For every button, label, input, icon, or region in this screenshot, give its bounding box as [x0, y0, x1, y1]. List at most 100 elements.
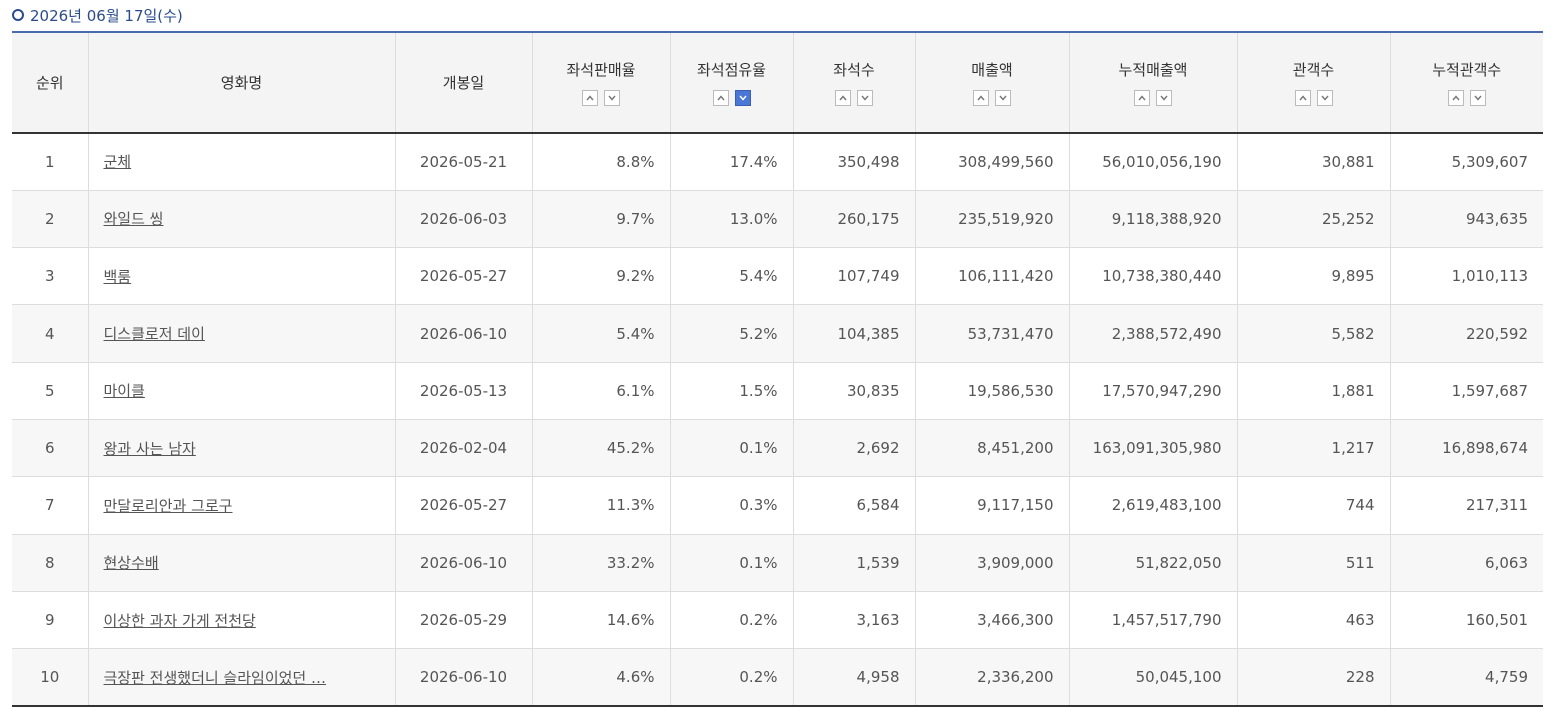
- cell: 3,909,000: [914, 533, 1069, 592]
- cell: 4,759: [1389, 648, 1543, 706]
- cell: 0.2%: [669, 590, 793, 649]
- movie-title-link[interactable]: 와일드 씽: [103, 210, 164, 229]
- cell: 2026-06-03: [394, 189, 532, 248]
- movie-title-link[interactable]: 군체: [103, 153, 132, 172]
- sort-asc-button[interactable]: [973, 90, 989, 106]
- sort-buttons: [1391, 90, 1544, 106]
- table-row: 3 백룸 2026-05-27 9.2% 5.4% 107,749 106,111,420 1…: [12, 247, 1543, 305]
- column-label: 순위: [35, 74, 64, 92]
- cell: 107,749: [792, 247, 915, 305]
- sort-asc-button[interactable]: [835, 90, 851, 106]
- cell: 왕과 사는 남자: [87, 418, 395, 477]
- table-row: 4 디스클로저 데이 2026-06-10 5.4% 5.2% 104,385 53,731…: [12, 304, 1543, 363]
- cell: 1.5%: [669, 361, 793, 420]
- cell: 2026-02-04: [394, 418, 532, 477]
- cell: 만달로리안과 그로구: [87, 476, 395, 535]
- column-header: 누적관객수: [1389, 32, 1544, 133]
- cell: 220,592: [1389, 304, 1543, 363]
- sort-desc-button[interactable]: [604, 90, 620, 106]
- rank-cell: 3: [12, 247, 88, 305]
- cell: 5,582: [1236, 304, 1390, 363]
- cell: 16,898,674: [1389, 418, 1543, 477]
- header-row: 순위 영화명 개봉일 좌석판매율 좌석점유율 좌석수 매출액 누적매출액 관객수 누적관객수: [12, 32, 1543, 133]
- cell: 2026-05-21: [394, 132, 532, 191]
- cell: 104,385: [792, 304, 915, 363]
- movie-title-link[interactable]: 마이클: [103, 382, 145, 401]
- cell: 13.0%: [669, 189, 793, 248]
- cell: 2026-06-10: [394, 533, 532, 592]
- sort-desc-button[interactable]: [1316, 90, 1333, 106]
- table-row: 1 군체 2026-05-21 8.8% 17.4% 350,498 308,499,560…: [12, 132, 1543, 191]
- sort-asc-button[interactable]: [1294, 90, 1311, 106]
- cell: 2,619,483,100: [1068, 476, 1237, 535]
- rank-cell: 5: [12, 361, 88, 420]
- column-header: 좌석판매율: [531, 32, 670, 133]
- column-label: 좌석점유율: [696, 61, 766, 79]
- movie-title-link[interactable]: 만달로리안과 그로구: [103, 496, 233, 515]
- cell: 이상한 과자 가게 전천당: [87, 590, 395, 649]
- cell: 9.2%: [531, 247, 670, 305]
- movie-title-link[interactable]: 현상수배: [103, 554, 159, 573]
- cell: 9,895: [1236, 247, 1390, 305]
- sort-buttons: [533, 90, 670, 106]
- rank-cell: 9: [12, 590, 88, 649]
- sort-asc-button[interactable]: [712, 90, 729, 106]
- title-icon: [12, 9, 24, 21]
- cell: 와일드 씽: [87, 189, 395, 248]
- cell: 4,958: [792, 648, 915, 706]
- movie-title-link[interactable]: 디스클로저 데이: [103, 325, 205, 344]
- table-row: 2 와일드 씽 2026-06-03 9.7% 13.0% 260,175 235,519,…: [12, 189, 1543, 248]
- column-label: 누적관객수: [1432, 61, 1502, 79]
- cell: 9.7%: [531, 189, 670, 248]
- movie-title-link[interactable]: 왕과 사는 남자: [103, 439, 196, 458]
- cell: 8,451,200: [914, 418, 1069, 477]
- table-row: 8 현상수배 2026-06-10 33.2% 0.1% 1,539 3,909,000 51…: [12, 533, 1543, 592]
- cell: 0.3%: [669, 476, 793, 535]
- cell: 463: [1236, 590, 1390, 649]
- column-label: 좌석수: [833, 61, 875, 79]
- cell: 19,586,530: [914, 361, 1069, 420]
- cell: 163,091,305,980: [1068, 418, 1237, 477]
- movie-title-link[interactable]: 백룸: [103, 267, 132, 286]
- cell: 0.1%: [669, 418, 793, 477]
- cell: 2026-06-10: [394, 304, 532, 363]
- cell: 30,881: [1236, 132, 1390, 191]
- rank-cell: 4: [12, 304, 88, 363]
- cell: 1,597,687: [1389, 361, 1543, 420]
- sort-desc-button[interactable]: [734, 90, 751, 106]
- cell: 14.6%: [531, 590, 670, 649]
- cell: 50,045,100: [1068, 648, 1237, 706]
- cell: 6,584: [792, 476, 915, 535]
- sort-buttons: [794, 90, 915, 106]
- sort-asc-button[interactable]: [1134, 90, 1150, 106]
- column-label: 매출액: [971, 61, 1013, 79]
- sort-asc-button[interactable]: [582, 90, 598, 106]
- cell: 6,063: [1389, 533, 1543, 592]
- cell: 1,010,113: [1389, 247, 1543, 305]
- cell: 디스클로저 데이: [87, 304, 395, 363]
- table-row: 5 마이클 2026-05-13 6.1% 1.5% 30,835 19,586,530 17…: [12, 361, 1543, 420]
- sort-desc-button[interactable]: [857, 90, 873, 106]
- column-label: 개봉일: [442, 74, 485, 92]
- cell: 217,311: [1389, 476, 1543, 535]
- cell: 106,111,420: [914, 247, 1069, 305]
- rank-cell: 6: [12, 418, 88, 477]
- column-header: 누적매출액: [1068, 32, 1237, 133]
- sort-desc-button[interactable]: [1469, 90, 1486, 106]
- cell: 0.1%: [669, 533, 793, 592]
- cell: 350,498: [792, 132, 915, 191]
- sort-desc-button[interactable]: [1156, 90, 1172, 106]
- movie-title-link[interactable]: 극장판 전생했더니 슬라임이었던 …: [103, 668, 327, 687]
- sort-desc-button[interactable]: [995, 90, 1011, 106]
- cell: 9,118,388,920: [1068, 189, 1237, 248]
- cell: 1,457,517,790: [1068, 590, 1237, 649]
- sort-asc-button[interactable]: [1447, 90, 1464, 106]
- cell: 25,252: [1236, 189, 1390, 248]
- cell: 9,117,150: [914, 476, 1069, 535]
- cell: 53,731,470: [914, 304, 1069, 363]
- cell: 56,010,056,190: [1068, 132, 1237, 191]
- column-header: 영화명: [87, 32, 395, 133]
- cell: 45.2%: [531, 418, 670, 477]
- movie-title-link[interactable]: 이상한 과자 가게 전천당: [103, 611, 256, 630]
